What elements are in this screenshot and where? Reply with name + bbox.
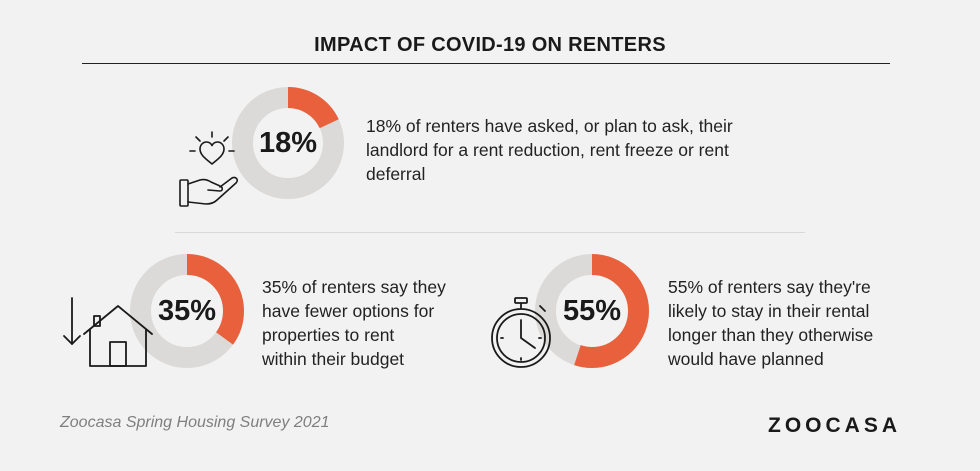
stat-line: 18% of renters have asked, or plan to as… xyxy=(366,116,733,136)
donut-svg-35 xyxy=(130,254,244,368)
title-divider xyxy=(82,63,890,64)
stat-line: would have planned xyxy=(668,349,824,369)
stat-line: longer than they otherwise xyxy=(668,325,874,345)
stopwatch-icon xyxy=(488,296,554,375)
stat-description-55: 55% of renters say they're likely to sta… xyxy=(668,275,873,371)
stat-line: likely to stay in their rental xyxy=(668,301,870,321)
donut-slice-35 xyxy=(130,254,244,368)
stat-line: properties to rent xyxy=(262,325,395,345)
stat-line: have fewer options for xyxy=(262,301,435,321)
source-note: Zoocasa Spring Housing Survey 2021 xyxy=(60,414,330,431)
zoocasa-logo: ZOOCASA xyxy=(768,414,901,437)
donut-slice-18 xyxy=(232,87,344,199)
donut-label-18: 18% xyxy=(258,126,318,159)
page-title: IMPACT OF COVID-19 ON RENTERS xyxy=(314,34,666,56)
stat-line: landlord for a rent reduction, rent free… xyxy=(366,140,729,160)
stat-line: 35% of renters say they xyxy=(262,277,446,297)
section-divider xyxy=(175,232,805,233)
donut-slice-55 xyxy=(535,254,649,368)
donut-label-55: 55% xyxy=(562,294,622,327)
house-down-arrow-icon xyxy=(60,294,156,375)
stat-line: within their budget xyxy=(262,349,405,369)
donut-svg-18 xyxy=(232,87,344,199)
donut-chart-18: 18% xyxy=(230,85,346,201)
stat-line: deferral xyxy=(366,164,426,184)
heart-hand-icon xyxy=(176,128,248,217)
stat-description-18: 18% of renters have asked, or plan to as… xyxy=(366,114,733,186)
donut-chart-35: 35% xyxy=(128,252,246,370)
donut-label-35: 35% xyxy=(157,294,217,327)
stat-line: 55% of renters say they're xyxy=(668,277,871,297)
stat-description-35: 35% of renters say they have fewer optio… xyxy=(262,275,446,371)
